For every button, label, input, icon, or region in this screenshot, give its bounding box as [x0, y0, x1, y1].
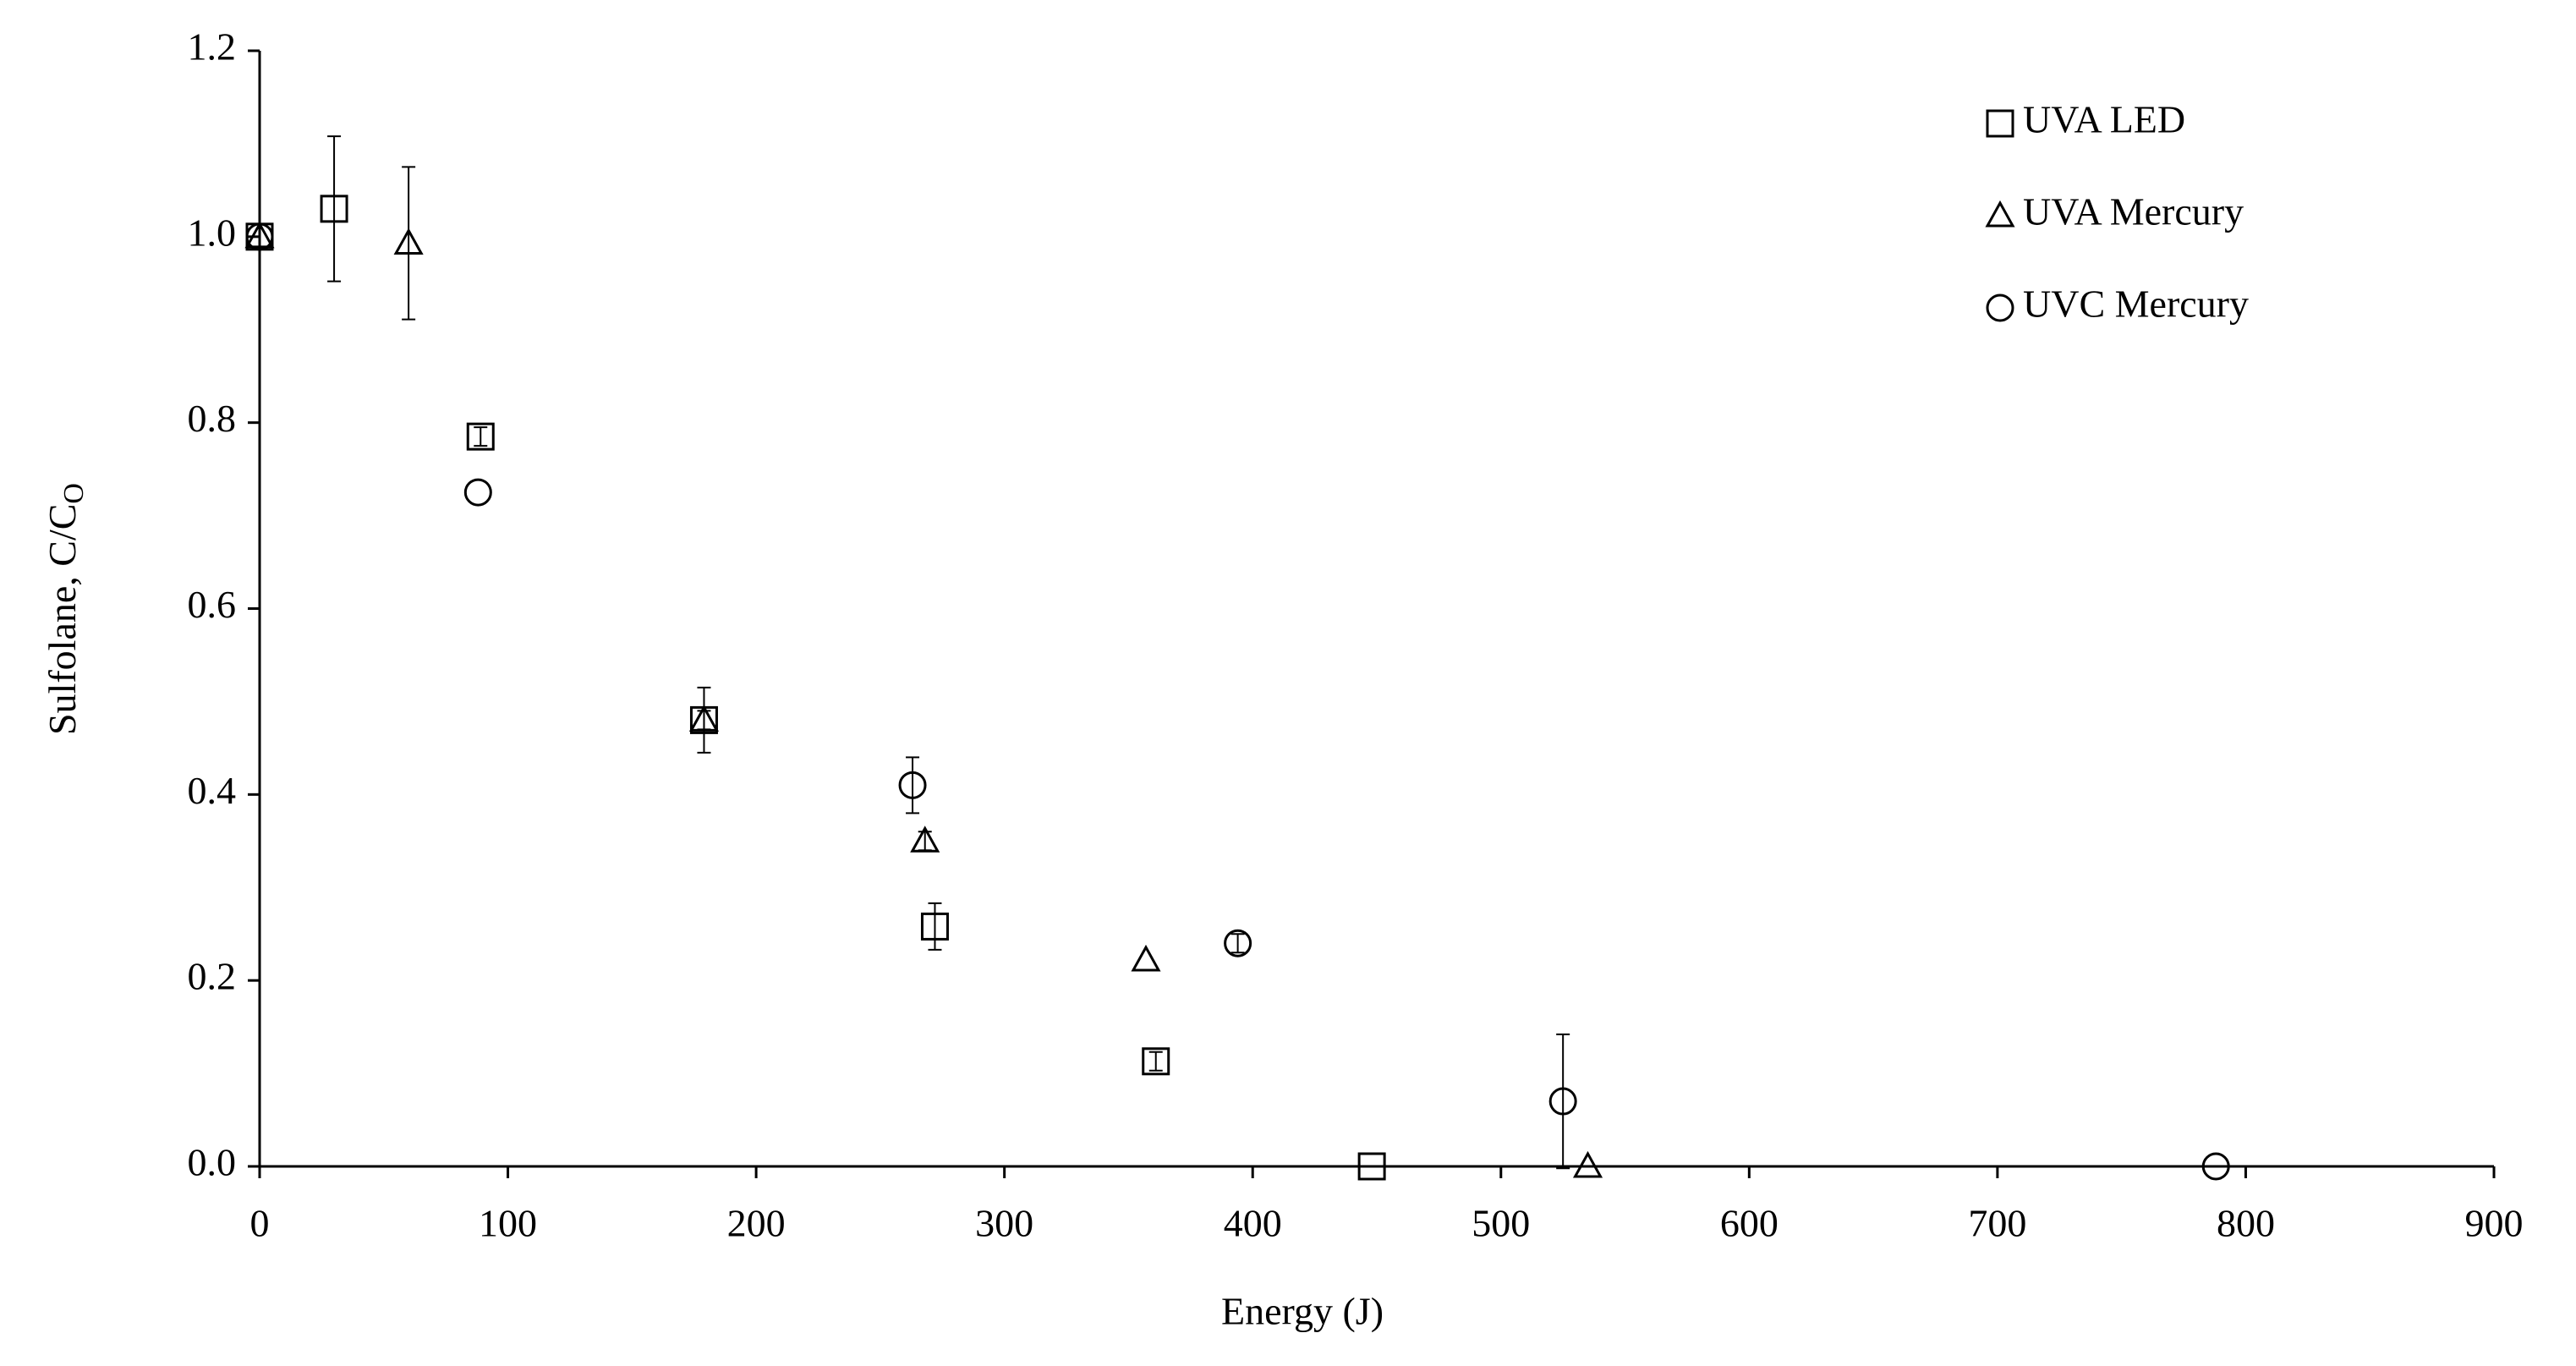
marker-circle — [1224, 929, 1252, 957]
marker-square — [1357, 1152, 1386, 1181]
marker-triangle — [688, 705, 720, 732]
legend-label: UVA LED — [2023, 98, 2185, 141]
marker-circle — [1986, 293, 2014, 322]
y-axis-title-main: Sulfolane, C/C — [41, 504, 84, 735]
marker-circle — [898, 771, 927, 799]
marker-square — [320, 195, 348, 223]
y-tick-label: 0.2 — [188, 955, 237, 998]
error-bar — [474, 426, 488, 447]
x-tick-label: 200 — [727, 1202, 786, 1245]
legend-label: UVA Mercury — [2023, 190, 2244, 233]
x-tick-label: 400 — [1224, 1202, 1282, 1245]
marker-square — [1142, 1047, 1170, 1076]
error-bar — [928, 902, 942, 951]
marker-circle — [245, 222, 274, 251]
x-tick-label: 700 — [1968, 1202, 2026, 1245]
x-tick-label: 300 — [975, 1202, 1033, 1245]
marker-circle — [463, 478, 492, 507]
marker-triangle — [244, 221, 275, 249]
error-bar — [402, 166, 416, 321]
marker-triangle — [393, 228, 424, 255]
marker-triangle — [1131, 944, 1161, 972]
x-tick-label: 500 — [1472, 1202, 1530, 1245]
x-tick-label: 0 — [250, 1202, 270, 1245]
y-tick-label: 0.4 — [188, 769, 237, 812]
error-bar — [1556, 1033, 1570, 1170]
marker-square — [920, 912, 949, 941]
error-bar — [1230, 933, 1245, 954]
marker-circle — [1548, 1087, 1577, 1116]
x-tick-label: 600 — [1720, 1202, 1779, 1245]
marker-circle — [2201, 1152, 2230, 1181]
x-axis-title: Energy (J) — [1221, 1290, 1384, 1333]
y-axis-title: Sulfolane, C/CO — [41, 483, 90, 735]
error-bar — [1148, 1051, 1163, 1072]
y-tick-label: 0.0 — [188, 1141, 237, 1184]
error-bar — [906, 756, 920, 815]
error-bar — [327, 135, 342, 283]
y-tick-label: 0.6 — [188, 583, 237, 626]
y-axis-title-subscript: O — [58, 483, 90, 504]
marker-triangle — [910, 826, 940, 853]
x-tick-label: 800 — [2217, 1202, 2275, 1245]
x-tick-label: 900 — [2465, 1202, 2524, 1245]
marker-triangle — [1985, 200, 2015, 228]
y-tick-label: 1.0 — [188, 211, 237, 254]
y-tick-label: 0.8 — [188, 397, 237, 440]
marker-square — [466, 422, 495, 451]
y-tick-label: 1.2 — [188, 25, 237, 69]
legend-label: UVC Mercury — [2023, 283, 2249, 326]
marker-square — [1986, 109, 2014, 138]
x-tick-label: 100 — [479, 1202, 537, 1245]
marker-triangle — [1572, 1150, 1603, 1178]
